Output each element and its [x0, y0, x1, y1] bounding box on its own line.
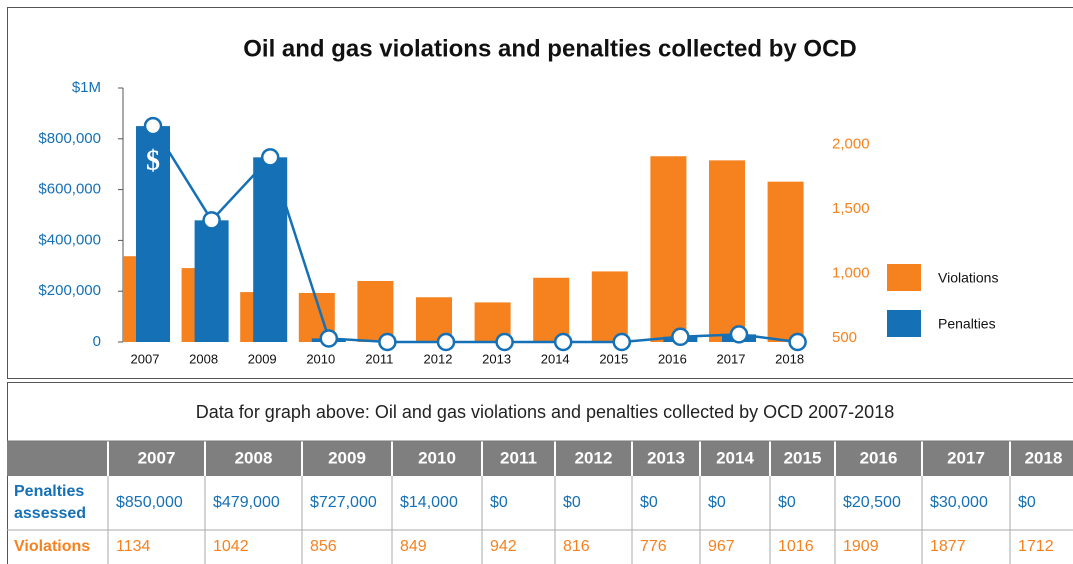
table-cell: 1877: [930, 538, 966, 555]
penalty-line: [151, 125, 798, 344]
header-cell: 2017: [947, 448, 985, 467]
table-cell: $14,000: [400, 494, 458, 511]
table-cell: 816: [563, 538, 590, 555]
row-label: Violations: [14, 538, 90, 555]
x-tick-label: 2016: [658, 351, 687, 366]
y-tick-label: 0: [93, 333, 101, 350]
table-cell: 1909: [843, 538, 879, 555]
penalty-point: [553, 332, 573, 352]
penalty-point: [260, 148, 280, 167]
penalty-point: [729, 325, 749, 344]
table-cell: $850,000: [116, 494, 183, 511]
table-cell: 942: [490, 538, 517, 555]
penalty-point: [378, 332, 397, 352]
y-tick-label: $1M: [72, 79, 101, 96]
penalty-bar: [253, 157, 288, 342]
table-cell: $0: [778, 494, 796, 511]
y-tick-label: $200,000: [38, 282, 101, 299]
x-tick-label: 2017: [717, 351, 746, 366]
penalty-bar: [136, 126, 170, 342]
table-cell: $0: [708, 494, 726, 511]
table-cell: 856: [310, 538, 337, 555]
header-cell: 2012: [575, 448, 613, 467]
table-cell: $20,500: [843, 494, 901, 511]
legend-label: Penalties: [938, 316, 996, 332]
table-cell: $0: [563, 494, 581, 511]
table-cell: $479,000: [213, 494, 280, 511]
y2-tick-label: 1,000: [832, 264, 870, 281]
penalty-bar: [194, 220, 229, 342]
chart-title: Oil and gas violations and penalties col…: [243, 35, 856, 62]
table-title: Data for graph above: Oil and gas violat…: [196, 402, 894, 422]
table-cell: $30,000: [930, 494, 988, 511]
penalty-point: [319, 329, 339, 348]
header-cell: 2014: [716, 448, 754, 467]
table-header-bg: [7, 441, 1073, 476]
legend-swatch: [887, 310, 921, 337]
penalty-point: [202, 211, 221, 230]
y2-tick-label: 1,500: [832, 200, 870, 217]
header-cell: 2016: [860, 448, 898, 467]
y-tick-label: $800,000: [38, 130, 101, 147]
x-tick-label: 2015: [599, 351, 628, 366]
table-cell: $727,000: [310, 494, 377, 511]
table-cell: 849: [400, 538, 427, 555]
violation-bar: [709, 160, 745, 342]
y2-tick-label: 500: [832, 329, 857, 346]
table-cell: 1712: [1018, 538, 1054, 555]
table-cell: 1134: [116, 538, 151, 555]
dollar-icon: $: [146, 145, 160, 176]
header-cell: 2007: [138, 448, 176, 467]
legend-swatch: [887, 264, 921, 291]
x-tick-label: 2008: [189, 351, 218, 366]
x-tick-label: 2014: [541, 351, 570, 366]
table-cell: 1042: [213, 538, 249, 555]
table-cell: $0: [490, 494, 508, 511]
header-cell: 2015: [784, 448, 822, 467]
x-tick-label: 2007: [131, 351, 160, 366]
violation-bar: [533, 277, 570, 342]
header-cell: 2013: [647, 448, 685, 467]
chart-frame: [7, 7, 1073, 379]
row-label: Penalties assessed: [14, 483, 86, 522]
table-cell: 1016: [778, 538, 814, 555]
y-tick-label: $600,000: [38, 181, 101, 198]
x-tick-label: 2011: [365, 351, 393, 366]
y-tick-label: $400,000: [38, 231, 101, 248]
violation-bar: [650, 156, 687, 342]
header-cell: 2011: [500, 448, 537, 467]
x-tick-label: 2012: [424, 351, 453, 366]
y2-tick-label: 2,000: [832, 135, 870, 152]
penalty-point: [143, 116, 163, 136]
header-cell: 2009: [328, 448, 366, 467]
x-tick-label: 2013: [482, 351, 511, 366]
violation-bar: [357, 280, 394, 342]
penalty-point: [495, 332, 514, 352]
header-cell: 2010: [418, 448, 456, 467]
table-cell: $0: [1018, 494, 1036, 511]
table-cell: 967: [708, 538, 735, 555]
violation-bar: [767, 181, 804, 342]
penalty-point: [671, 327, 690, 347]
table-cell: $0: [640, 494, 658, 511]
penalty-point: [436, 332, 456, 352]
header-cell: 2008: [235, 448, 273, 467]
x-tick-label: 2009: [248, 351, 277, 366]
x-tick-label: 2018: [775, 351, 804, 366]
violation-bar: [591, 271, 628, 342]
legend-label: Violations: [938, 270, 998, 286]
x-tick-label: 2010: [306, 351, 335, 366]
penalty-point: [788, 332, 807, 352]
penalty-point: [612, 332, 632, 352]
header-cell: 2018: [1025, 448, 1063, 467]
table-cell: 776: [640, 538, 667, 555]
